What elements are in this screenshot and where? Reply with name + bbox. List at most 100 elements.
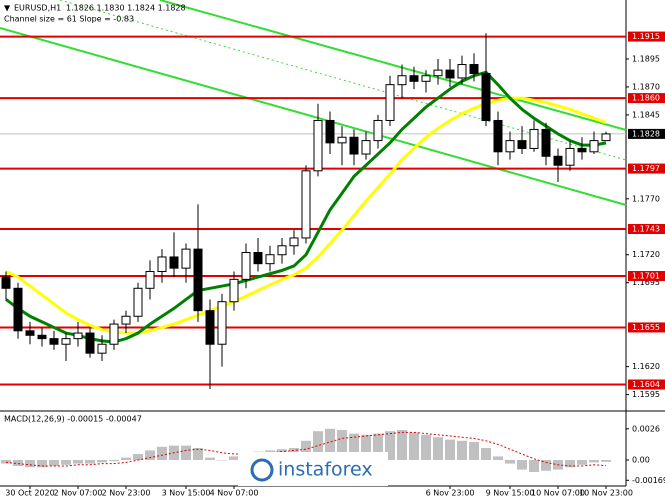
macd-bar bbox=[73, 460, 83, 464]
macd-bar bbox=[577, 460, 587, 465]
candle-body bbox=[301, 170, 311, 239]
macd-bar bbox=[217, 460, 227, 461]
macd-bar bbox=[337, 430, 347, 460]
macd-bar bbox=[133, 454, 143, 460]
macd-bar bbox=[37, 460, 47, 468]
candle-body bbox=[37, 334, 47, 340]
candle-body bbox=[337, 136, 347, 144]
macd-bar bbox=[589, 460, 599, 463]
candle-body bbox=[481, 72, 491, 121]
candle-body bbox=[181, 248, 191, 269]
candle-body bbox=[565, 147, 575, 166]
level-label-box bbox=[628, 163, 665, 174]
macd-bar bbox=[373, 433, 383, 460]
macd-bar bbox=[481, 448, 491, 460]
y-tick-label: 1.1895 bbox=[632, 54, 660, 63]
current-price-box bbox=[628, 128, 665, 139]
channel-info: Channel size = 61 Slope = -0.83 bbox=[4, 15, 134, 24]
macd-bar bbox=[61, 460, 71, 465]
candle-body bbox=[85, 332, 95, 354]
watermark-text: instaforex bbox=[278, 459, 373, 481]
macd-bar bbox=[85, 460, 95, 464]
candle-body bbox=[493, 119, 503, 153]
candle-body bbox=[121, 315, 131, 325]
macd-bar bbox=[409, 432, 419, 460]
y-tick-label: 1.1595 bbox=[632, 390, 660, 399]
candle-body bbox=[505, 140, 515, 153]
candle-body bbox=[169, 256, 179, 269]
macd-bar bbox=[505, 460, 515, 464]
macd-bar bbox=[349, 433, 359, 460]
level-label-box bbox=[628, 322, 665, 333]
candle-body bbox=[577, 147, 587, 153]
macd-bar bbox=[109, 460, 119, 462]
x-tick-label: 9 Nov 15:00 bbox=[486, 489, 535, 498]
macd-bar bbox=[313, 431, 323, 460]
candle-body bbox=[385, 84, 395, 121]
candle-body bbox=[601, 133, 611, 142]
channel-upper bbox=[159, 0, 627, 131]
macd-bar bbox=[97, 460, 107, 463]
macd-bar bbox=[469, 442, 479, 460]
candle-body bbox=[277, 245, 287, 256]
macd-bar bbox=[25, 460, 35, 468]
macd-tick-label: 0.00 bbox=[632, 456, 650, 465]
candle-body bbox=[61, 338, 71, 345]
candle-body bbox=[193, 248, 203, 312]
candle-body bbox=[469, 64, 479, 74]
y-tick-label: 1.1870 bbox=[632, 82, 660, 91]
candle-body bbox=[433, 69, 443, 77]
candle-body bbox=[457, 64, 467, 79]
x-tick-label: 30 Oct 2020 bbox=[5, 489, 54, 498]
macd-bar bbox=[361, 434, 371, 460]
candle-body bbox=[205, 310, 215, 345]
candle-body bbox=[361, 140, 371, 155]
candle-body bbox=[541, 128, 551, 157]
ohlc: 1.1826 1.1830 1.1824 1.1828 bbox=[66, 4, 186, 13]
macd-bar bbox=[601, 460, 611, 462]
macd-bar bbox=[529, 460, 539, 472]
level-label: 1.1701 bbox=[632, 271, 660, 280]
candle-body bbox=[373, 119, 383, 142]
x-tick-label: 6 Nov 23:00 bbox=[426, 489, 475, 498]
x-tick-label: 3 Nov 15:00 bbox=[162, 489, 211, 498]
macd-signal bbox=[5, 431, 607, 467]
macd-bar bbox=[457, 440, 467, 460]
candle-body bbox=[325, 119, 335, 144]
macd-bar bbox=[325, 428, 335, 460]
macd-bar bbox=[205, 457, 215, 460]
macd-bar bbox=[493, 456, 503, 460]
x-tick-label: 10 Nov 23:00 bbox=[579, 489, 633, 498]
macd-bar bbox=[229, 456, 239, 460]
macd-label: MACD(12,26,9) -0.00015 -0.00047 bbox=[4, 415, 142, 424]
candle-body bbox=[421, 75, 431, 82]
candle-body bbox=[517, 140, 527, 149]
macd-bar bbox=[445, 439, 455, 460]
macd-bar bbox=[385, 431, 395, 460]
level-label: 1.1860 bbox=[632, 94, 660, 103]
watermark-logo bbox=[250, 458, 274, 482]
candle-body bbox=[133, 287, 143, 317]
channel-lower bbox=[0, 27, 627, 206]
candle-body bbox=[253, 251, 263, 265]
symbol: EURUSD,H1 bbox=[14, 4, 61, 13]
x-tick-label: 10 Nov 07:00 bbox=[531, 489, 585, 498]
y-tick-label: 1.1695 bbox=[632, 278, 660, 287]
macd-bar bbox=[541, 460, 551, 471]
candle-body bbox=[229, 278, 239, 303]
x-tick-label: 2 Nov 07:00 bbox=[54, 489, 103, 498]
moving-average bbox=[5, 96, 607, 335]
macd-bar bbox=[1, 460, 11, 464]
level-label-box bbox=[628, 379, 665, 390]
x-tick-label: 4 Nov 07:00 bbox=[210, 489, 259, 498]
level-label: 1.1743 bbox=[632, 224, 660, 233]
candle-body bbox=[25, 330, 35, 336]
level-label-box bbox=[628, 31, 665, 42]
y-tick-label: 1.1720 bbox=[632, 250, 660, 259]
current-price-label: 1.1828 bbox=[632, 129, 660, 138]
macd-bar bbox=[517, 460, 527, 470]
macd-bar bbox=[49, 460, 59, 466]
macd-bar bbox=[421, 434, 431, 460]
level-label-box bbox=[628, 93, 665, 104]
macd-bar bbox=[433, 437, 443, 460]
